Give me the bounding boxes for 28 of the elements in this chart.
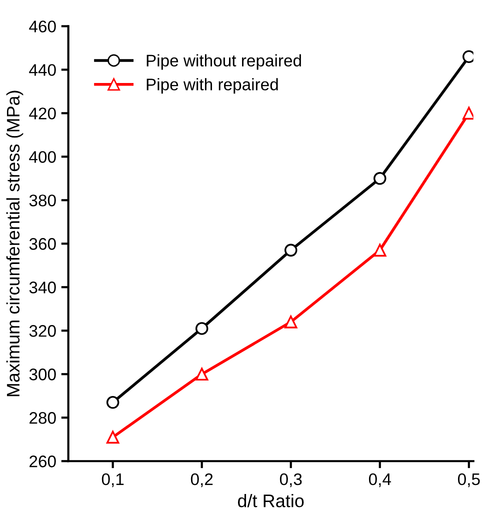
y-tick-label: 300 [29, 368, 56, 380]
x-tick-label: 0,3 [280, 473, 302, 488]
legend-label: Pipe without repaired [146, 54, 301, 70]
x-tick-label: 0,2 [190, 473, 213, 488]
y-tick-label: 400 [29, 151, 56, 163]
legend-label: Pipe with repaired [146, 78, 278, 94]
y-tick-label: 340 [29, 282, 56, 294]
x-tick-label: 0,5 [458, 473, 480, 488]
point [195, 322, 208, 335]
x-tick-label: 0,4 [368, 473, 391, 488]
y-tick-label: 380 [29, 194, 56, 206]
x-axis-title: d/t Ratio [238, 494, 304, 508]
point [106, 396, 120, 409]
y-tick-label: 440 [29, 64, 56, 76]
point [374, 244, 386, 257]
point [106, 430, 120, 444]
y-tick-label: 420 [29, 108, 56, 120]
y-tick-label: 360 [29, 238, 56, 250]
y-tick-label: 460 [29, 20, 56, 32]
y-tick-label: 280 [30, 412, 56, 424]
y-axis-title: Maximum circumferential stress (MPa) [6, 90, 24, 396]
x-tick-label: 0,1 [102, 473, 124, 488]
point [284, 244, 298, 257]
y-tick-label: 320 [29, 325, 56, 337]
point [284, 316, 298, 328]
point [374, 172, 386, 185]
point [195, 368, 208, 381]
y-tick-label: 260 [30, 456, 56, 468]
